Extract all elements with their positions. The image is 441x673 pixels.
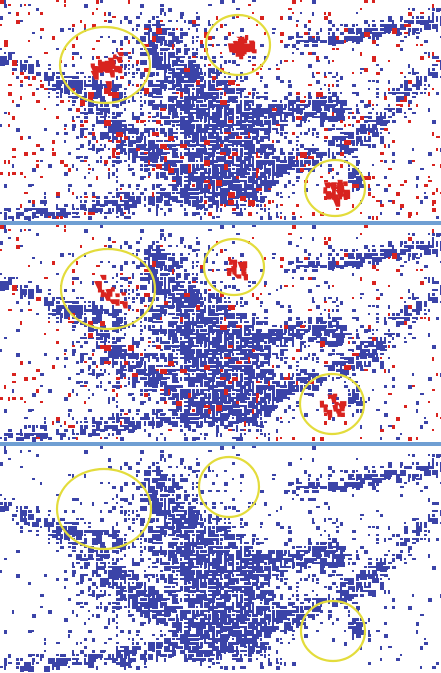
separator [0, 221, 441, 225]
separator [0, 442, 441, 446]
change-map-figure [0, 0, 441, 673]
